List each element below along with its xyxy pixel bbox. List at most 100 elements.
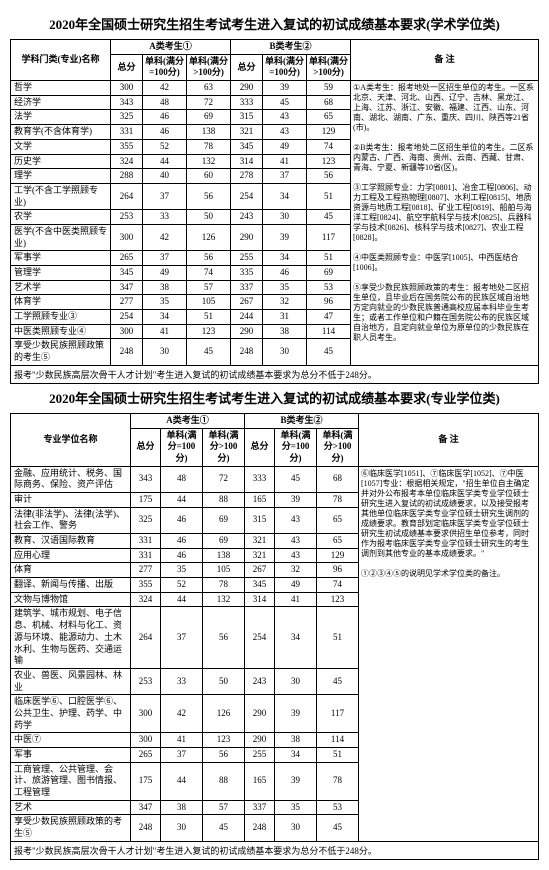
cell: 39 xyxy=(263,81,307,96)
cell: 52 xyxy=(143,139,187,154)
cell: 30 xyxy=(263,210,307,225)
cell: 165 xyxy=(245,492,275,507)
cell: 78 xyxy=(187,139,231,154)
cell: 123 xyxy=(307,154,351,169)
notes-cell: ⑥临床医学[1051]、⑦临床医学[1052]、⑦中医[1057]专业：根据相关… xyxy=(359,466,539,841)
cell: 126 xyxy=(203,695,245,733)
cell: 78 xyxy=(203,578,245,593)
row-name: 建筑学、城市规划、电子信息、机械、材料与化工、资源与环境、能源动力、土木水利、生… xyxy=(11,607,131,668)
cell: 265 xyxy=(131,748,161,763)
row-name: 理学 xyxy=(11,169,111,184)
row-name: 体育学 xyxy=(11,295,111,310)
cell: 74 xyxy=(317,578,359,593)
cell: 46 xyxy=(143,110,187,125)
subA-s2-2: 单科(满分>100分) xyxy=(203,428,245,466)
footnote-2: 报考"少数民族高层次骨干人才计划"考生进入复试的初试成绩基本要求为总分不低于24… xyxy=(10,842,539,860)
cell: 37 xyxy=(161,607,203,668)
cell: 51 xyxy=(307,251,351,266)
row-name: 应用心理 xyxy=(11,548,131,563)
cell: 69 xyxy=(187,110,231,125)
cell: 300 xyxy=(131,695,161,733)
cell: 49 xyxy=(275,578,317,593)
cell: 65 xyxy=(307,110,351,125)
row-name: 翻译、新闻与传播、出版 xyxy=(11,578,131,593)
cell: 68 xyxy=(307,95,351,110)
cell: 314 xyxy=(245,592,275,607)
cell: 30 xyxy=(263,339,307,365)
cell: 300 xyxy=(111,224,143,250)
cell: 253 xyxy=(111,210,143,225)
subB-total-2: 总分 xyxy=(245,428,275,466)
cell: 72 xyxy=(203,466,245,492)
cell: 343 xyxy=(111,95,143,110)
subB-total: 总分 xyxy=(231,54,263,80)
cell: 331 xyxy=(131,548,161,563)
cell: 32 xyxy=(275,563,317,578)
cell: 288 xyxy=(111,169,143,184)
cell: 331 xyxy=(111,125,143,140)
cell: 315 xyxy=(245,507,275,533)
cell: 175 xyxy=(131,762,161,800)
cell: 345 xyxy=(245,578,275,593)
cell: 50 xyxy=(187,210,231,225)
groupB-1: B类考生② xyxy=(231,40,351,55)
notes-header-2: 备 注 xyxy=(359,413,539,466)
cell: 78 xyxy=(317,492,359,507)
cell: 105 xyxy=(187,295,231,310)
cell: 42 xyxy=(143,224,187,250)
row-name: 教育学(不含体育学) xyxy=(11,125,111,140)
cell: 51 xyxy=(187,310,231,325)
row-name: 享受少数民族照顾政策的考生⑤ xyxy=(11,339,111,365)
row-name: 文物与博物馆 xyxy=(11,592,131,607)
cell: 37 xyxy=(143,251,187,266)
cell: 49 xyxy=(143,266,187,281)
cell: 345 xyxy=(231,139,263,154)
cell: 43 xyxy=(263,125,307,140)
row-name: 哲学 xyxy=(11,81,111,96)
cell: 45 xyxy=(203,815,245,841)
cell: 333 xyxy=(231,95,263,110)
row-name: 工学照顾专业③ xyxy=(11,310,111,325)
col-name-2: 专业学位名称 xyxy=(11,413,131,466)
cell: 32 xyxy=(263,295,307,310)
cell: 254 xyxy=(231,183,263,209)
cell: 324 xyxy=(131,592,161,607)
row-name: 法律(非法学)、法律(法学)、社会工作、警务 xyxy=(11,507,131,533)
cell: 38 xyxy=(275,733,317,748)
row-name: 中医⑦ xyxy=(11,733,131,748)
cell: 290 xyxy=(245,733,275,748)
cell: 277 xyxy=(131,563,161,578)
subB-s2: 单科(满分>100分) xyxy=(307,54,351,80)
cell: 39 xyxy=(275,762,317,800)
cell: 45 xyxy=(317,668,359,694)
cell: 243 xyxy=(231,210,263,225)
cell: 78 xyxy=(317,762,359,800)
cell: 337 xyxy=(231,280,263,295)
row-name: 文学 xyxy=(11,139,111,154)
cell: 46 xyxy=(143,125,187,140)
cell: 45 xyxy=(317,815,359,841)
cell: 123 xyxy=(203,733,245,748)
table-row: 金融、应用统计、税务、国际商务、保险、资产评估34348723334568⑥临床… xyxy=(11,466,539,492)
cell: 43 xyxy=(275,534,317,549)
cell: 254 xyxy=(111,310,143,325)
row-name: 工商管理、公共管理、会计、旅游管理、图书情报、工程管理 xyxy=(11,762,131,800)
table-2: 专业学位名称 A类考生① B类考生② 备 注 总分 单科(满分=100分) 单科… xyxy=(10,413,539,842)
cell: 129 xyxy=(317,548,359,563)
cell: 96 xyxy=(317,563,359,578)
cell: 347 xyxy=(131,800,161,815)
groupA-2: A类考生① xyxy=(131,413,245,428)
cell: 46 xyxy=(161,534,203,549)
cell: 48 xyxy=(143,95,187,110)
cell: 63 xyxy=(187,81,231,96)
cell: 321 xyxy=(231,125,263,140)
cell: 290 xyxy=(231,324,263,339)
cell: 44 xyxy=(161,592,203,607)
cell: 45 xyxy=(275,466,317,492)
cell: 53 xyxy=(317,800,359,815)
subA-total: 总分 xyxy=(111,54,143,80)
table-row: 哲学30042632903959①A类考生：报考地处一区招生单位的考生。一区系北… xyxy=(11,81,539,96)
cell: 88 xyxy=(203,492,245,507)
cell: 35 xyxy=(161,563,203,578)
subA-s2: 单科(满分>100分) xyxy=(187,54,231,80)
